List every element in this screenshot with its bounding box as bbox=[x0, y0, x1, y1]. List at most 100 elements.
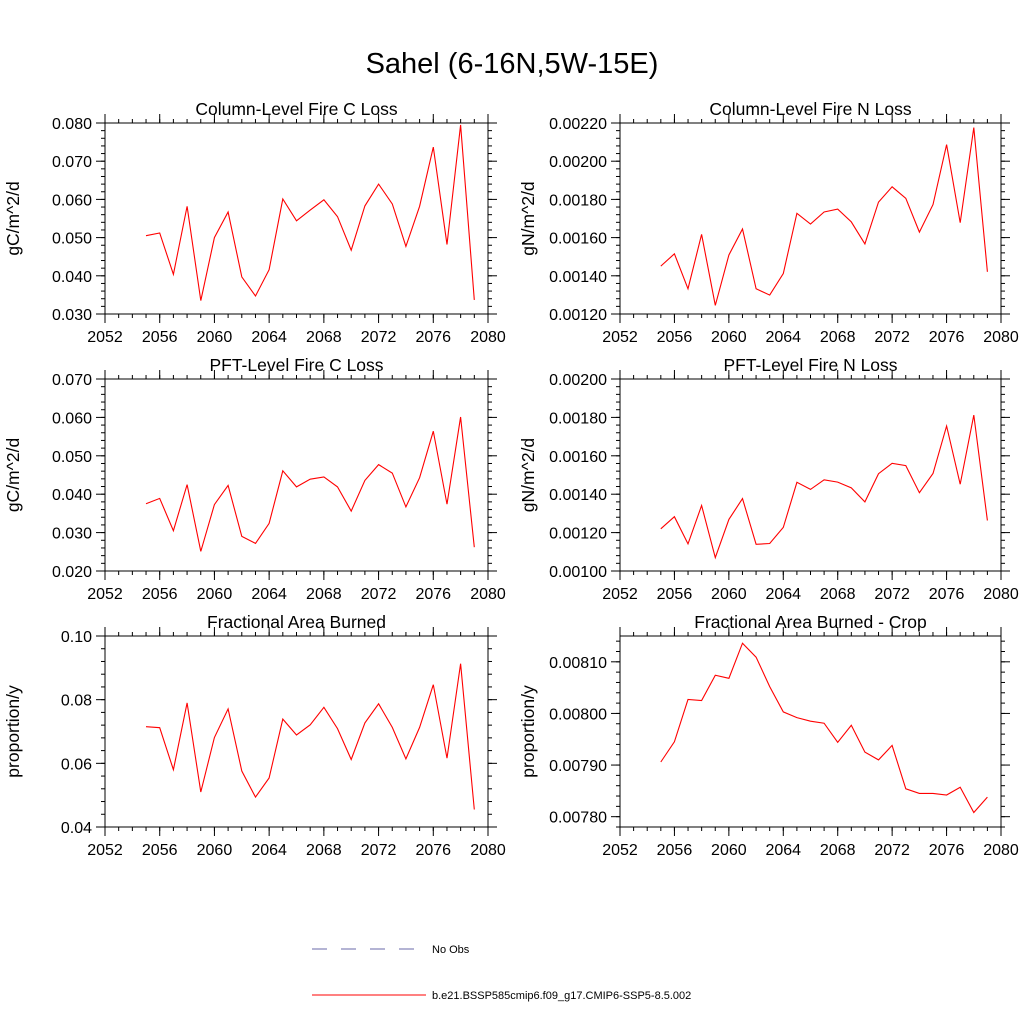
y-tick-label: 0.00200 bbox=[549, 372, 607, 389]
x-tick-label: 2060 bbox=[197, 842, 233, 859]
x-tick-label: 2060 bbox=[197, 329, 233, 346]
y-axis-label: proportion/y bbox=[3, 685, 23, 778]
y-tick-label: 0.00810 bbox=[549, 655, 607, 672]
x-tick-label: 2072 bbox=[361, 329, 397, 346]
y-tick-label: 0.040 bbox=[52, 487, 92, 504]
x-tick-label: 2064 bbox=[765, 586, 801, 603]
plot-frame bbox=[619, 378, 1002, 572]
x-tick-label: 2056 bbox=[657, 329, 693, 346]
x-tick-label: 2068 bbox=[306, 842, 342, 859]
y-tick-label: 0.00160 bbox=[549, 449, 607, 466]
y-axis-label: gC/m^2/d bbox=[3, 181, 23, 255]
x-tick-label: 2072 bbox=[361, 586, 397, 603]
y-tick-label: 0.020 bbox=[52, 564, 92, 581]
y-tick-label: 0.00100 bbox=[549, 564, 607, 581]
panel-5: Fractional Area Burned proportion/y 2052 20… bbox=[3, 612, 506, 859]
x-tick-label: 2052 bbox=[87, 329, 123, 346]
x-tick-label: 2064 bbox=[251, 842, 287, 859]
x-tick-label: 2068 bbox=[820, 842, 856, 859]
x-tick-label: 2080 bbox=[983, 586, 1019, 603]
y-tick-label: 0.00180 bbox=[549, 192, 607, 209]
y-tick-label: 0.00180 bbox=[549, 410, 607, 427]
y-tick-label: 0.050 bbox=[52, 449, 92, 466]
panel-1: Column-Level Fire C Loss gC/m^2/d 2052 2056… bbox=[3, 99, 506, 346]
y-tick-label: 0.00140 bbox=[549, 487, 607, 504]
figure-title: Sahel (6-16N,5W-15E) bbox=[365, 48, 659, 80]
y-tick-label: 0.00780 bbox=[549, 810, 607, 827]
model-series-line bbox=[145, 663, 475, 810]
panel-title: PFT-Level Fire N Loss bbox=[723, 355, 897, 375]
x-tick-label: 2052 bbox=[602, 329, 638, 346]
x-tick-label: 2068 bbox=[820, 329, 856, 346]
x-tick-label: 2076 bbox=[415, 329, 451, 346]
x-tick-label: 2064 bbox=[765, 329, 801, 346]
y-tick-label: 0.030 bbox=[52, 526, 92, 543]
plot-frame bbox=[104, 635, 489, 828]
y-tick-label: 0.10 bbox=[61, 629, 92, 646]
x-tick-label: 2080 bbox=[470, 329, 506, 346]
model-series-line bbox=[145, 416, 475, 552]
y-tick-label: 0.070 bbox=[52, 154, 92, 171]
x-tick-label: 2076 bbox=[415, 586, 451, 603]
y-axis-label: gC/m^2/d bbox=[3, 438, 23, 512]
x-tick-label: 2064 bbox=[765, 842, 801, 859]
y-tick-label: 0.08 bbox=[61, 693, 92, 710]
x-tick-label: 2076 bbox=[415, 842, 451, 859]
y-tick-label: 0.060 bbox=[52, 410, 92, 427]
x-tick-label: 2076 bbox=[929, 842, 965, 859]
y-tick-label: 0.00220 bbox=[549, 116, 607, 133]
plot-frame bbox=[104, 122, 489, 315]
legend-obs-label: No Obs bbox=[432, 944, 470, 956]
x-tick-label: 2052 bbox=[87, 842, 123, 859]
panel-2: Column-Level Fire N Loss gN/m^2/d 2052 2056… bbox=[518, 99, 1019, 346]
x-tick-label: 2052 bbox=[602, 842, 638, 859]
x-tick-label: 2064 bbox=[251, 586, 287, 603]
panel-3: PFT-Level Fire C Loss gC/m^2/d 2052 2056 206… bbox=[3, 355, 506, 603]
y-tick-label: 0.00160 bbox=[549, 231, 607, 248]
x-tick-label: 2072 bbox=[361, 842, 397, 859]
panel-title: Fractional Area Burned bbox=[207, 612, 386, 632]
y-tick-label: 0.00800 bbox=[549, 706, 607, 723]
x-tick-label: 2072 bbox=[874, 586, 910, 603]
x-tick-label: 2056 bbox=[142, 329, 178, 346]
plot-frame bbox=[104, 378, 489, 572]
x-tick-label: 2056 bbox=[142, 842, 178, 859]
x-tick-label: 2056 bbox=[657, 842, 693, 859]
x-tick-label: 2068 bbox=[306, 329, 342, 346]
panel-title: PFT-Level Fire C Loss bbox=[209, 355, 383, 375]
x-tick-label: 2080 bbox=[470, 842, 506, 859]
x-tick-label: 2080 bbox=[470, 586, 506, 603]
model-series-line bbox=[660, 414, 988, 560]
legend: No Obs b.e21.BSSP585cmip6.f09_g17.CMIP6-S… bbox=[312, 944, 691, 1002]
y-tick-label: 0.080 bbox=[52, 116, 92, 133]
model-series-line bbox=[660, 642, 988, 814]
x-tick-label: 2060 bbox=[711, 329, 747, 346]
x-tick-label: 2076 bbox=[929, 586, 965, 603]
panel-title: Column-Level Fire C Loss bbox=[195, 99, 398, 119]
panel-title: Fractional Area Burned - Crop bbox=[694, 612, 926, 632]
y-tick-label: 0.06 bbox=[61, 756, 92, 773]
plot-frame bbox=[619, 122, 1002, 315]
model-series-line bbox=[145, 124, 475, 301]
x-tick-label: 2060 bbox=[711, 842, 747, 859]
legend-model-label: b.e21.BSSP585cmip6.f09_g17.CMIP6-SSP5-8.… bbox=[432, 990, 691, 1002]
y-axis-label: gN/m^2/d bbox=[518, 438, 538, 512]
y-axis-label: proportion/y bbox=[518, 685, 538, 778]
x-tick-label: 2076 bbox=[929, 329, 965, 346]
y-tick-label: 0.070 bbox=[52, 372, 92, 389]
y-tick-label: 0.00120 bbox=[549, 307, 607, 324]
y-tick-label: 0.00120 bbox=[549, 526, 607, 543]
x-tick-label: 2052 bbox=[87, 586, 123, 603]
panel-title: Column-Level Fire N Loss bbox=[709, 99, 912, 119]
x-tick-label: 2060 bbox=[197, 586, 233, 603]
y-tick-label: 0.030 bbox=[52, 307, 92, 324]
y-tick-label: 0.050 bbox=[52, 231, 92, 248]
panel-4: PFT-Level Fire N Loss gN/m^2/d 2052 2056 206… bbox=[518, 355, 1019, 603]
y-tick-label: 0.00200 bbox=[549, 154, 607, 171]
x-tick-label: 2056 bbox=[657, 586, 693, 603]
x-tick-label: 2068 bbox=[306, 586, 342, 603]
x-tick-label: 2060 bbox=[711, 586, 747, 603]
x-tick-label: 2080 bbox=[983, 842, 1019, 859]
